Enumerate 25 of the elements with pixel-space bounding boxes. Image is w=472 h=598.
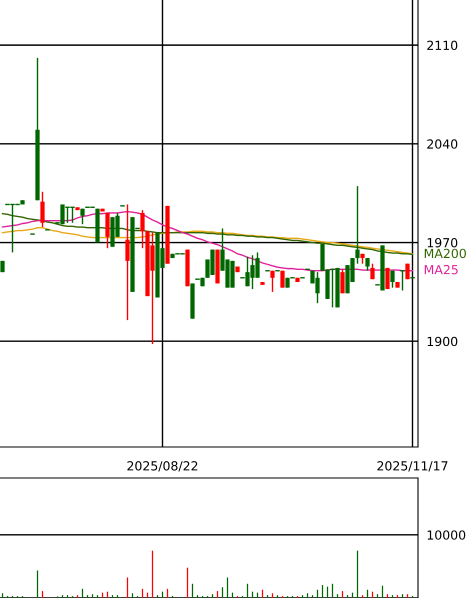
- series-label: MA200: [424, 248, 466, 258]
- candlestick: [70, 206, 76, 224]
- candlestick: [365, 257, 370, 272]
- y-tick-label: 1970: [428, 238, 458, 248]
- y-tick-label: 2040: [427, 139, 458, 149]
- candlestick: [330, 268, 336, 308]
- candlestick: [40, 191, 45, 228]
- candlestick: [390, 270, 395, 288]
- candlestick: [355, 185, 360, 264]
- candlestick: [140, 209, 145, 249]
- x-tick-label: 2025/08/22: [127, 461, 198, 472]
- candlestick: [280, 270, 285, 288]
- x-tick-label: 2025/11/17: [377, 461, 448, 472]
- candlestick: [105, 212, 110, 249]
- candlestick: [340, 268, 345, 294]
- candlestick: [405, 262, 410, 280]
- series-label: MA25: [424, 264, 458, 274]
- y-tick-label: 10000: [428, 530, 466, 540]
- candlestick: [125, 204, 130, 321]
- candlestick: [80, 208, 85, 225]
- y-tick-label: 1900: [428, 336, 458, 346]
- y-tick-label: 2110: [427, 40, 458, 50]
- candlestick: [270, 270, 275, 293]
- candlestick: [370, 262, 375, 280]
- candlestick: [400, 270, 406, 292]
